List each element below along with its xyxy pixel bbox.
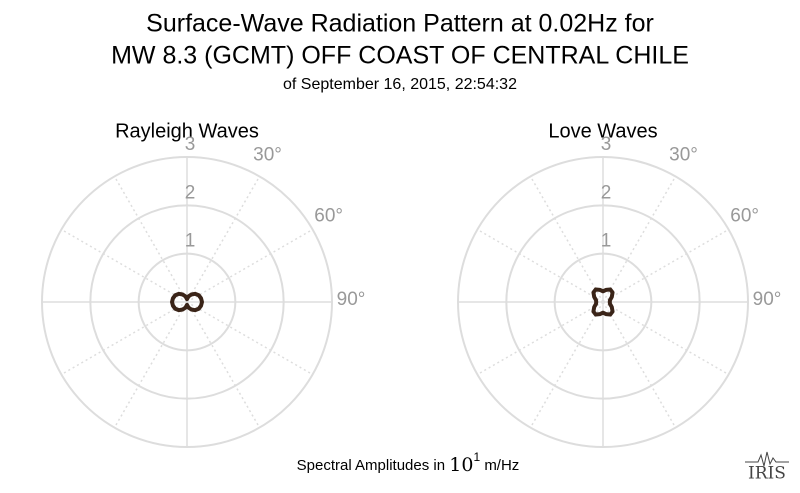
subtitle: of September 16, 2015, 22:54:32: [283, 76, 517, 93]
theta-tick-label: 60°: [730, 206, 759, 227]
angular-grid-line: [61, 228, 188, 303]
radiation-pattern: [170, 291, 204, 313]
caption-text: Spectral Amplitudes in: [297, 457, 445, 474]
angular-grid-line: [602, 301, 729, 376]
angular-grid-line: [602, 301, 677, 428]
caption-unit: m/Hz: [484, 457, 519, 474]
r-tick-label: 1: [185, 231, 196, 252]
angular-grid-line: [477, 301, 604, 376]
title-line: Surface-Wave Radiation Pattern at 0.02Hz…: [146, 10, 654, 38]
angular-grid-line: [186, 301, 261, 428]
logo: IRIS: [748, 464, 786, 484]
angular-grid-line: [477, 228, 604, 303]
theta-tick-label: 90°: [753, 289, 782, 310]
r-tick-label: 1: [601, 231, 612, 252]
angular-grid-line: [529, 301, 604, 428]
radial-grid-circle: [505, 204, 701, 400]
theta-tick-label: 90°: [337, 289, 366, 310]
radiation-pattern: [591, 287, 615, 317]
radial-grid-circle: [41, 156, 333, 448]
angular-grid-line: [186, 176, 261, 303]
angular-grid-line: [113, 301, 188, 428]
caption-base: 10: [449, 454, 473, 476]
radial-grid-circle: [137, 252, 237, 352]
angular-grid-line: [61, 301, 188, 376]
theta-tick-label: 60°: [314, 206, 343, 227]
r-tick-label: 3: [185, 134, 196, 155]
caption-exponent: 1: [473, 450, 480, 464]
angular-grid-line: [602, 176, 677, 303]
radial-grid-circle: [457, 156, 749, 448]
r-tick-label: 3: [601, 134, 612, 155]
r-tick-label: 2: [601, 182, 612, 203]
theta-tick-label: 30°: [669, 144, 698, 165]
angular-grid-line: [186, 228, 313, 303]
r-tick-label: 2: [185, 182, 196, 203]
logo-wave: [745, 451, 789, 467]
radial-grid-circle: [553, 252, 653, 352]
polar-title: Love Waves: [548, 120, 657, 142]
title-line: MW 8.3 (GCMT) OFF COAST OF CENTRAL CHILE: [111, 42, 689, 70]
angular-grid-line: [186, 301, 313, 376]
angular-grid-line: [602, 228, 729, 303]
polar-title: Rayleigh Waves: [115, 120, 259, 142]
caption: Spectral Amplitudes in 101 m/Hz: [297, 449, 520, 476]
angular-grid-line: [113, 176, 188, 303]
angular-grid-line: [529, 176, 604, 303]
theta-tick-label: 30°: [253, 144, 282, 165]
radial-grid-circle: [89, 204, 285, 400]
